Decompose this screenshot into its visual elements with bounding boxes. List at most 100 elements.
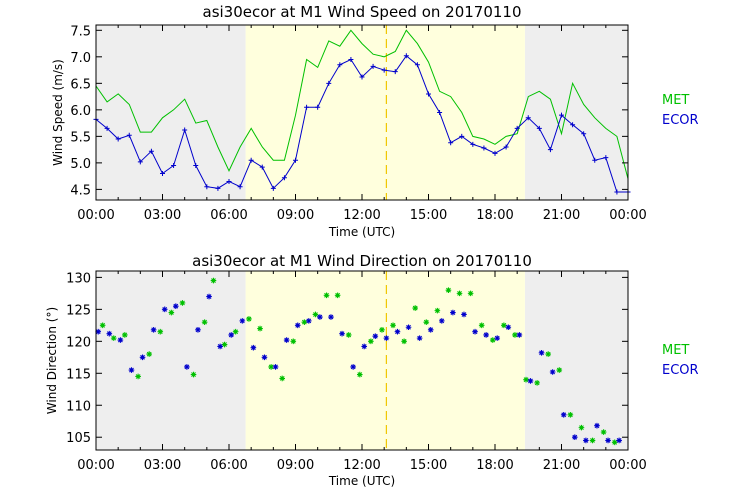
panel2-ecor-point <box>106 330 113 337</box>
panel2-ecor-point <box>583 437 589 444</box>
panel2-met-point <box>434 307 441 314</box>
panel2-met-point <box>279 375 285 382</box>
panel1-ecor-point <box>315 104 321 110</box>
panel1-legend-ecor: ECOR <box>662 113 699 128</box>
panel2-met-point <box>445 287 452 293</box>
panel1-ecor-point <box>392 69 398 75</box>
panel2-ecor-point <box>139 354 146 361</box>
panel1-legend-met: MET <box>662 93 689 108</box>
panel1-y-axis-label: Wind Speed (m/s) <box>51 59 65 166</box>
panel2-met-point <box>589 437 596 444</box>
panel1-ecor-point <box>448 140 454 146</box>
panel2-met-point <box>611 439 618 446</box>
panel2-met-point <box>379 327 385 333</box>
panel1-x-tick-label: 00:00 <box>77 208 114 223</box>
panel2-ecor-point <box>394 328 401 335</box>
panel1-y-tick-label: 6.5 <box>70 77 91 92</box>
panel1-x-axis-label: Time (UTC) <box>328 225 395 239</box>
panel1-y-tick-label: 7.5 <box>70 24 91 39</box>
panel2-met-point <box>312 311 319 318</box>
panel1-ecor-point <box>370 63 376 69</box>
panel1-ecor-point <box>171 163 177 169</box>
panel1-x-tick-label: 15:00 <box>410 208 447 223</box>
panel2-met-point <box>512 332 518 338</box>
panel2-y-tick-label: 105 <box>66 431 91 446</box>
panel2-y-tick-label: 125 <box>66 303 91 318</box>
panel2-met-point <box>268 364 274 370</box>
panel1-ecor-point <box>293 157 298 163</box>
panel2-met-point <box>401 338 407 345</box>
panel1-ecor-point <box>525 115 531 121</box>
panel1-night-shade-2 <box>524 25 628 200</box>
panel2-met-point <box>534 380 540 386</box>
panel2-y-tick-label: 130 <box>66 271 91 286</box>
panel2-y-tick-label: 115 <box>66 367 91 382</box>
panel2-day-shade <box>245 271 525 450</box>
panel2-met-point <box>168 309 175 316</box>
panel2-ecor-point <box>527 378 534 384</box>
panel1-x-tick-label: 09:00 <box>277 208 314 223</box>
panel2-met-point <box>99 322 106 329</box>
panel2-night-shade-1 <box>96 271 246 450</box>
panel2-ecor-point <box>549 369 556 375</box>
panel2-x-tick-label: 00:00 <box>77 458 114 473</box>
panel2-met-point <box>456 290 463 297</box>
panel2-ecor-point <box>217 343 223 350</box>
panel1-ecor-point <box>304 104 310 110</box>
panel2-met-point <box>157 328 164 335</box>
panel2-met-point <box>545 351 551 357</box>
panel2-ecor-point <box>317 314 323 320</box>
panel2-met-point <box>221 341 228 348</box>
panel2-x-tick-label: 21:00 <box>543 458 580 473</box>
panel1-ecor-point <box>204 184 210 190</box>
panel2-ecor-point <box>594 422 600 429</box>
panel2-met-point <box>578 424 585 431</box>
panel2-met-point <box>301 319 308 325</box>
panel2-met-point <box>146 351 152 357</box>
panel2-ecor-point <box>150 327 157 333</box>
panel1-ecor-point <box>514 125 520 131</box>
panel1-y-tick-label: 4.5 <box>70 183 91 198</box>
panel1-ecor-point <box>359 74 365 80</box>
panel2-night-shade-2 <box>524 271 628 450</box>
panel1-y-tick-label: 7.0 <box>70 51 91 66</box>
panel1-ecor-point <box>226 178 232 184</box>
panel1-x-tick-label: 21:00 <box>543 208 580 223</box>
panel1-ecor-point <box>559 112 564 118</box>
panel2-ecor-point <box>161 306 168 313</box>
panel2-x-tick-label: 03:00 <box>144 458 181 473</box>
panel2-met-point <box>467 290 474 297</box>
panel2-met-point <box>423 319 430 325</box>
panel1-ecor-point <box>503 144 509 150</box>
panel2-met-point <box>489 337 496 343</box>
panel1-ecor-point <box>237 184 243 190</box>
panel1-ecor-point <box>603 155 609 161</box>
panel1-met-line <box>95 29 629 179</box>
panel2-ecor-point <box>117 337 124 343</box>
panel1-ecor-point <box>160 170 165 176</box>
panel1-ecor-point <box>281 175 287 181</box>
panel2-x-tick-label: 12:00 <box>343 458 380 473</box>
panel2-ecor-point <box>228 332 235 338</box>
panel2-met-point <box>290 338 297 345</box>
panel1-y-tick-label: 5.5 <box>70 130 91 145</box>
panel2-ecor-point <box>427 327 434 333</box>
panel2-ecor-point <box>195 327 201 333</box>
panel1-title: asi30ecor at M1 Wind Speed on 20170110 <box>203 3 522 21</box>
panel2-met-point <box>110 335 117 341</box>
panel2-met-point <box>122 332 128 338</box>
panel1-ecor-point <box>104 125 110 131</box>
panel2-met-point <box>257 325 263 332</box>
panel1-ecor-point <box>148 148 154 154</box>
panel2-ecor-point <box>494 335 501 341</box>
panel2-met-point <box>478 322 485 329</box>
panel2-met-point <box>412 305 418 311</box>
panel1-ecor-point <box>492 150 498 156</box>
panel2-y-tick-label: 110 <box>66 399 91 414</box>
panel1-ecor-point <box>614 189 620 195</box>
panel2-ecor-point <box>560 412 567 418</box>
panel2-met-point <box>232 328 239 335</box>
panel1-y-tick-label: 6.0 <box>70 104 91 119</box>
